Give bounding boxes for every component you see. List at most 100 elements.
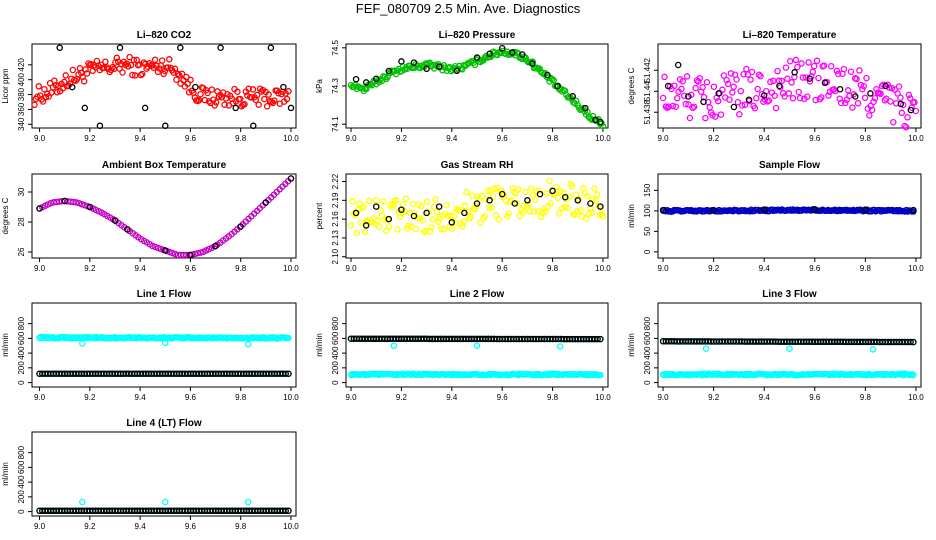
data-point: [599, 213, 607, 220]
data-point: [353, 229, 360, 237]
data-point: [378, 211, 386, 219]
plot-frame: [345, 302, 609, 388]
chart-line2: Line 2 Flow ml/min 9.0 9.2 9.4 9.6 9.8 10.0 0 200…: [315, 289, 611, 402]
data-point: [765, 97, 773, 104]
y-axis-label: degrees C: [1, 197, 10, 234]
x-tick-label: 9.6: [185, 393, 197, 402]
data-point: [282, 370, 289, 377]
data-point: [423, 198, 431, 205]
x-tick-label: 9.0: [657, 393, 669, 402]
data-point: [781, 93, 788, 100]
y-tick-label: 0: [17, 380, 26, 385]
x-tick-label: 9.2: [84, 264, 96, 273]
data-point: [685, 93, 692, 100]
data-point: [498, 44, 506, 52]
data-point: [432, 196, 439, 203]
y-tick-label: 360: [17, 102, 26, 116]
series-reference: [352, 44, 604, 126]
data-point: [282, 507, 289, 515]
x-tick-label: 10.0: [908, 134, 924, 143]
data-point: [473, 342, 481, 349]
x-tick-label: 9.6: [497, 264, 509, 273]
data-point: [111, 217, 119, 224]
data-point: [825, 92, 832, 99]
data-point: [700, 98, 707, 106]
data-point: [782, 64, 790, 71]
data-point: [151, 56, 159, 63]
data-point: [683, 73, 691, 80]
data-point: [577, 207, 584, 214]
data-point: [755, 71, 763, 78]
data-point: [532, 196, 539, 204]
data-point: [429, 216, 436, 223]
data-point: [116, 44, 124, 51]
data-point: [734, 98, 742, 106]
data-point: [515, 186, 522, 193]
data-point: [727, 70, 735, 77]
plot-frame: [31, 173, 297, 259]
data-point: [866, 112, 873, 119]
data-point: [885, 84, 893, 91]
data-point: [82, 66, 89, 73]
data-point: [491, 185, 498, 192]
y-tick-label: 600: [17, 331, 26, 345]
chart-title: Ambient Box Temperature: [102, 160, 227, 171]
x-tick-label: 9.8: [235, 522, 247, 531]
data-point: [162, 122, 169, 130]
data-point: [665, 103, 672, 110]
data-point: [241, 100, 248, 108]
data-point: [234, 88, 241, 96]
data-point: [907, 106, 915, 114]
data-point: [362, 222, 370, 229]
data-point: [418, 202, 425, 210]
data-point: [422, 227, 429, 234]
data-point: [412, 225, 420, 233]
data-point: [255, 101, 262, 108]
data-point: [449, 225, 456, 232]
data-point: [547, 200, 555, 207]
data-point: [263, 102, 271, 110]
data-point: [283, 95, 291, 103]
x-tick-label: 9.8: [547, 264, 559, 273]
data-point: [748, 68, 756, 76]
y-tick-label: 400: [17, 475, 26, 489]
data-point: [860, 82, 867, 90]
data-point: [772, 104, 780, 112]
data-point: [390, 201, 397, 208]
data-point: [267, 44, 275, 51]
data-point: [588, 209, 595, 217]
data-point: [249, 86, 257, 93]
data-point: [754, 85, 761, 93]
data-point: [197, 90, 204, 98]
chart-sample: Sample Flow ml/min 9.0 9.2 9.4 9.6 9.8 10.0 0 50 1…: [627, 160, 924, 273]
x-tick-label: 9.0: [345, 393, 357, 402]
chart-line3: Line 3 Flow ml/min 9.0 9.2 9.4 9.6 9.8 10.0 0 200…: [627, 289, 924, 402]
data-point: [852, 93, 859, 100]
data-point: [774, 67, 781, 75]
data-point: [473, 54, 481, 61]
data-point: [690, 103, 698, 110]
data-point: [882, 82, 889, 90]
data-point: [47, 199, 55, 207]
x-tick-label: 9.4: [135, 522, 147, 531]
chart-title: Line 4 (LT) Flow: [126, 418, 202, 429]
data-point: [372, 75, 380, 83]
data-point: [591, 185, 598, 192]
data-point: [156, 65, 163, 72]
x-tick-label: 9.6: [185, 264, 197, 273]
x-tick-label: 9.0: [345, 264, 357, 273]
data-point: [867, 90, 874, 97]
data-point: [236, 95, 244, 103]
x-tick-label: 9.0: [657, 134, 669, 143]
y-axis-label: Licor ppm: [1, 68, 10, 103]
data-point: [702, 114, 709, 122]
x-tick-label: 9.2: [708, 264, 720, 273]
x-tick-label: 9.0: [657, 264, 669, 273]
data-point: [907, 338, 914, 346]
data-point: [173, 76, 180, 83]
x-tick-label: 9.4: [759, 264, 771, 273]
data-point: [486, 197, 493, 204]
data-point: [726, 96, 733, 103]
y-axis-label: percent: [315, 202, 324, 229]
y-tick-label: 51.44: [643, 81, 652, 102]
